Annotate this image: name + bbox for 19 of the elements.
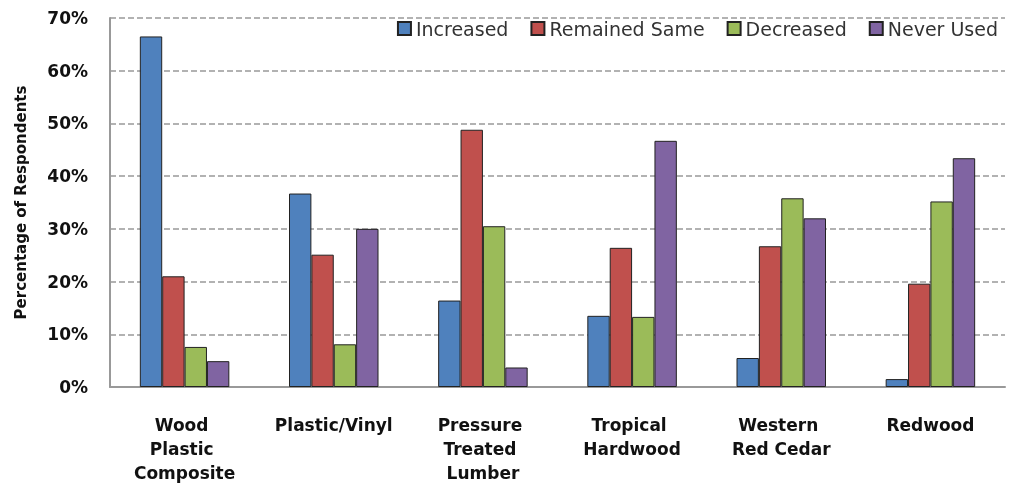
x-tick-label: Redwood — [886, 415, 975, 435]
y-tick-label: 30% — [47, 218, 88, 239]
y-tick-label: 70% — [47, 8, 88, 28]
x-tick-label: Plastic/Vinyl — [274, 415, 393, 435]
x-tick-label: Pressure Treated Lumber — [437, 415, 529, 483]
legend-label: Increased — [415, 17, 509, 40]
x-tick-label: Wood Plastic Composite — [133, 415, 236, 483]
legend-label: Remained Same — [549, 17, 705, 40]
x-tick-label: Tropical Hardwood — [583, 415, 681, 459]
y-tick-label: 0% — [59, 377, 88, 397]
legend-label: Never Used — [887, 17, 999, 40]
y-tick-label: 40% — [47, 166, 88, 187]
legend-label: Decreased — [745, 17, 847, 40]
y-tick-label: 20% — [47, 271, 88, 292]
y-axis-title: Percentage of Respondents — [11, 85, 30, 320]
x-tick-label: Western Red Cedar — [731, 415, 832, 459]
y-tick-label: 10% — [47, 324, 88, 345]
y-tick-label: 60% — [47, 60, 88, 81]
y-tick-label: 50% — [47, 113, 88, 134]
